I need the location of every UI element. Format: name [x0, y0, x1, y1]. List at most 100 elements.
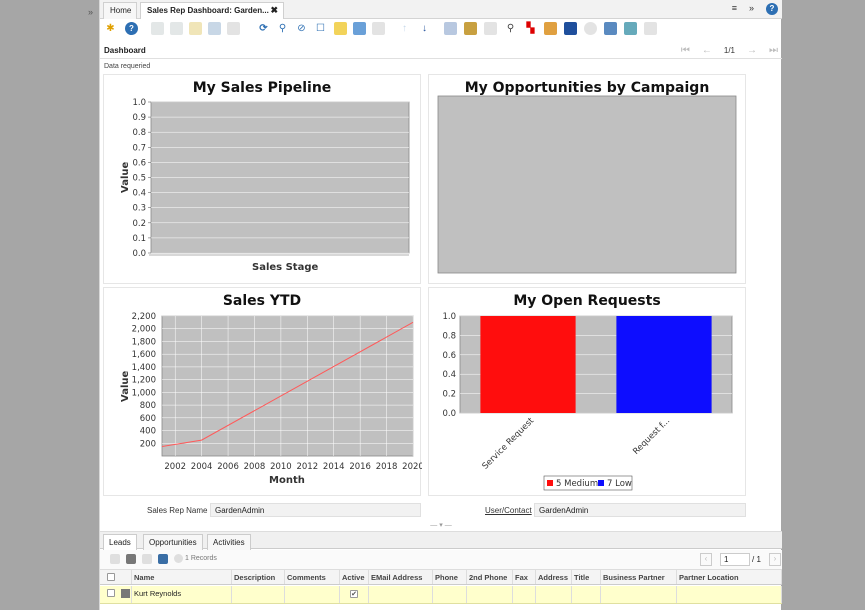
y-tick-label: 0.5: [132, 174, 146, 184]
col-2nd-phone[interactable]: 2nd Phone: [467, 570, 513, 584]
cell-address[interactable]: [536, 586, 572, 603]
cell-name[interactable]: Kurt Reynolds: [132, 586, 232, 603]
col-address[interactable]: Address: [536, 570, 572, 584]
sales-rep-field[interactable]: GardenAdmin: [210, 503, 421, 517]
page-input[interactable]: 1: [720, 553, 750, 566]
select-all-checkbox[interactable]: [107, 573, 115, 581]
col-name[interactable]: Name: [132, 570, 232, 584]
zoom-across-icon[interactable]: ⚲: [506, 23, 515, 34]
tab-sales-rep-dashboard[interactable]: Sales Rep Dashboard: Garden... ✖: [140, 2, 284, 19]
parent-record-icon[interactable]: [372, 22, 385, 35]
send-email-icon[interactable]: [624, 22, 637, 35]
copy-record-icon[interactable]: [170, 22, 183, 35]
settings-icon[interactable]: [584, 22, 597, 35]
y-tick-label: 0.1: [132, 234, 146, 244]
cell-title[interactable]: [572, 586, 601, 603]
tab-leads[interactable]: Leads: [103, 534, 137, 550]
x-axis-label: Month: [269, 475, 305, 486]
record-header: Dashboard ⏮ ← 1/1 → ⏭: [100, 43, 782, 59]
cell-business-partner[interactable]: [601, 586, 677, 603]
x-tick-label: 2016: [349, 462, 371, 472]
legend-label: 5 Medium: [556, 479, 598, 489]
user-contact-link[interactable]: User/Contact: [485, 506, 532, 515]
grid-save-icon[interactable]: [158, 554, 168, 564]
attachment-icon[interactable]: ⊘: [297, 23, 306, 34]
col-title[interactable]: Title: [572, 570, 601, 584]
first-record-icon[interactable]: ⏮: [680, 45, 690, 56]
refresh-icon[interactable]: ⟳: [259, 23, 268, 34]
next-page-button[interactable]: ›: [769, 553, 781, 566]
cell-comments[interactable]: [285, 586, 340, 603]
col-comments[interactable]: Comments: [285, 570, 340, 584]
help-icon[interactable]: ?: [766, 3, 778, 15]
col-business-partner[interactable]: Business Partner: [601, 570, 677, 584]
prev-page-button[interactable]: ‹: [700, 553, 712, 566]
close-tab-icon[interactable]: ✖: [270, 5, 278, 15]
export-icon[interactable]: [604, 22, 617, 35]
cell-partner-location[interactable]: [677, 586, 782, 603]
prev-record-icon[interactable]: ←: [701, 45, 712, 56]
grid-refresh-icon[interactable]: [174, 554, 183, 563]
row-checkbox[interactable]: [107, 589, 115, 597]
customize-icon[interactable]: [644, 22, 657, 35]
grid-edit-icon[interactable]: [126, 554, 136, 564]
tab-home[interactable]: Home: [103, 2, 137, 19]
cell-2nd-phone[interactable]: [467, 586, 513, 603]
x-tick-label: 2008: [244, 462, 266, 472]
chat-icon[interactable]: ☐: [316, 23, 325, 34]
y-tick-label: 0.2: [442, 390, 456, 400]
collapse-icon[interactable]: »: [748, 3, 754, 13]
product-info-icon[interactable]: [564, 22, 577, 35]
y-tick-label: 1.0: [132, 98, 146, 108]
col-email[interactable]: EMail Address: [369, 570, 433, 584]
menu-icon[interactable]: ≡: [731, 3, 737, 13]
y-tick-label: 0.0: [442, 409, 456, 419]
cell-description[interactable]: [232, 586, 285, 603]
col-active[interactable]: Active: [340, 570, 369, 584]
col-fax[interactable]: Fax: [513, 570, 536, 584]
lightbulb-icon[interactable]: ✱: [106, 23, 115, 34]
cell-email[interactable]: [369, 586, 433, 603]
grid-new-icon[interactable]: [110, 554, 120, 564]
y-axis-label: Value: [120, 162, 131, 193]
help-toolbar-icon[interactable]: ?: [125, 22, 138, 35]
y-tick-label: 400: [140, 427, 156, 437]
print-icon[interactable]: [484, 22, 497, 35]
cell-fax[interactable]: [513, 586, 536, 603]
cell-active[interactable]: ✔: [340, 586, 369, 603]
user-contact-field[interactable]: GardenAdmin: [534, 503, 746, 517]
report-icon[interactable]: [444, 22, 457, 35]
expand-panel-icon[interactable]: »: [88, 7, 94, 17]
find-icon[interactable]: ⚲: [278, 23, 287, 34]
detail-tabs: Leads Opportunities Activities: [100, 531, 782, 550]
process-icon[interactable]: [544, 22, 557, 35]
tab-activities[interactable]: Activities: [207, 534, 251, 550]
splitter-handle[interactable]: — ▾ —: [430, 522, 452, 529]
sales-ytd-panel: Sales YTD Month Value 200 400 600 800 1,000 1…: [103, 287, 422, 496]
active-checkbox[interactable]: ✔: [350, 590, 358, 598]
col-description[interactable]: Description: [232, 570, 285, 584]
grid-delete-icon[interactable]: [142, 554, 152, 564]
cell-phone[interactable]: [433, 586, 467, 603]
row-select-cell[interactable]: [100, 586, 132, 603]
next-record-nav-icon[interactable]: →: [747, 45, 757, 56]
select-all-cell[interactable]: [100, 570, 132, 584]
row-edit-icon[interactable]: [121, 589, 131, 598]
save-icon[interactable]: [208, 22, 221, 35]
undo-icon[interactable]: [189, 22, 202, 35]
delete-icon[interactable]: [227, 22, 240, 35]
col-phone[interactable]: Phone: [433, 570, 467, 584]
previous-record-icon[interactable]: ↑: [402, 23, 407, 34]
col-partner-location[interactable]: Partner Location: [677, 570, 782, 584]
tab-opportunities[interactable]: Opportunities: [143, 534, 203, 550]
last-record-icon[interactable]: ⏭: [769, 45, 778, 56]
next-record-icon[interactable]: ↓: [422, 23, 427, 34]
table-row[interactable]: Kurt Reynolds ✔: [100, 586, 782, 604]
workflow-icon[interactable]: ▚: [526, 23, 535, 34]
y-tick-label: 0.0: [132, 249, 146, 259]
new-record-icon[interactable]: [151, 22, 164, 35]
grid-toggle-icon[interactable]: [353, 22, 366, 35]
history-icon[interactable]: [334, 22, 347, 35]
archive-icon[interactable]: [464, 22, 477, 35]
grid-toolbar: 1 Records ‹ 1 / 1 ›: [100, 550, 782, 569]
